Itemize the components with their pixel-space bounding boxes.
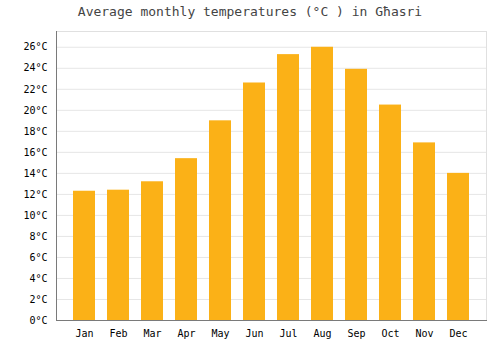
- svg-text:22°C: 22°C: [23, 84, 47, 95]
- svg-text:12°C: 12°C: [23, 189, 47, 200]
- svg-text:May: May: [211, 328, 229, 339]
- svg-text:Oct: Oct: [381, 328, 399, 339]
- svg-text:16°C: 16°C: [23, 147, 47, 158]
- svg-text:Sep: Sep: [347, 328, 365, 339]
- svg-text:0°C: 0°C: [29, 315, 47, 326]
- svg-text:Dec: Dec: [449, 328, 467, 339]
- svg-text:26°C: 26°C: [23, 41, 47, 52]
- svg-text:Mar: Mar: [143, 328, 161, 339]
- svg-text:Jul: Jul: [279, 328, 297, 339]
- svg-text:24°C: 24°C: [23, 62, 47, 73]
- svg-text:18°C: 18°C: [23, 126, 47, 137]
- svg-text:Apr: Apr: [177, 328, 195, 339]
- svg-text:20°C: 20°C: [23, 105, 47, 116]
- svg-text:Jun: Jun: [245, 328, 263, 339]
- svg-text:Feb: Feb: [109, 328, 127, 339]
- svg-text:8°C: 8°C: [29, 231, 47, 242]
- svg-text:Aug: Aug: [313, 328, 331, 339]
- svg-text:14°C: 14°C: [23, 168, 47, 179]
- html-text:Average monthly temperatures (: Average monthly temperatures (°C ) in Għ…: [77, 4, 423, 19]
- svg-text:10°C: 10°C: [23, 210, 47, 221]
- svg-text:Jan: Jan: [75, 328, 93, 339]
- svg-text:2°C: 2°C: [29, 294, 47, 305]
- svg-text:4°C: 4°C: [29, 273, 47, 284]
- svg-text:6°C: 6°C: [29, 252, 47, 263]
- svg-text:Nov: Nov: [415, 328, 433, 339]
